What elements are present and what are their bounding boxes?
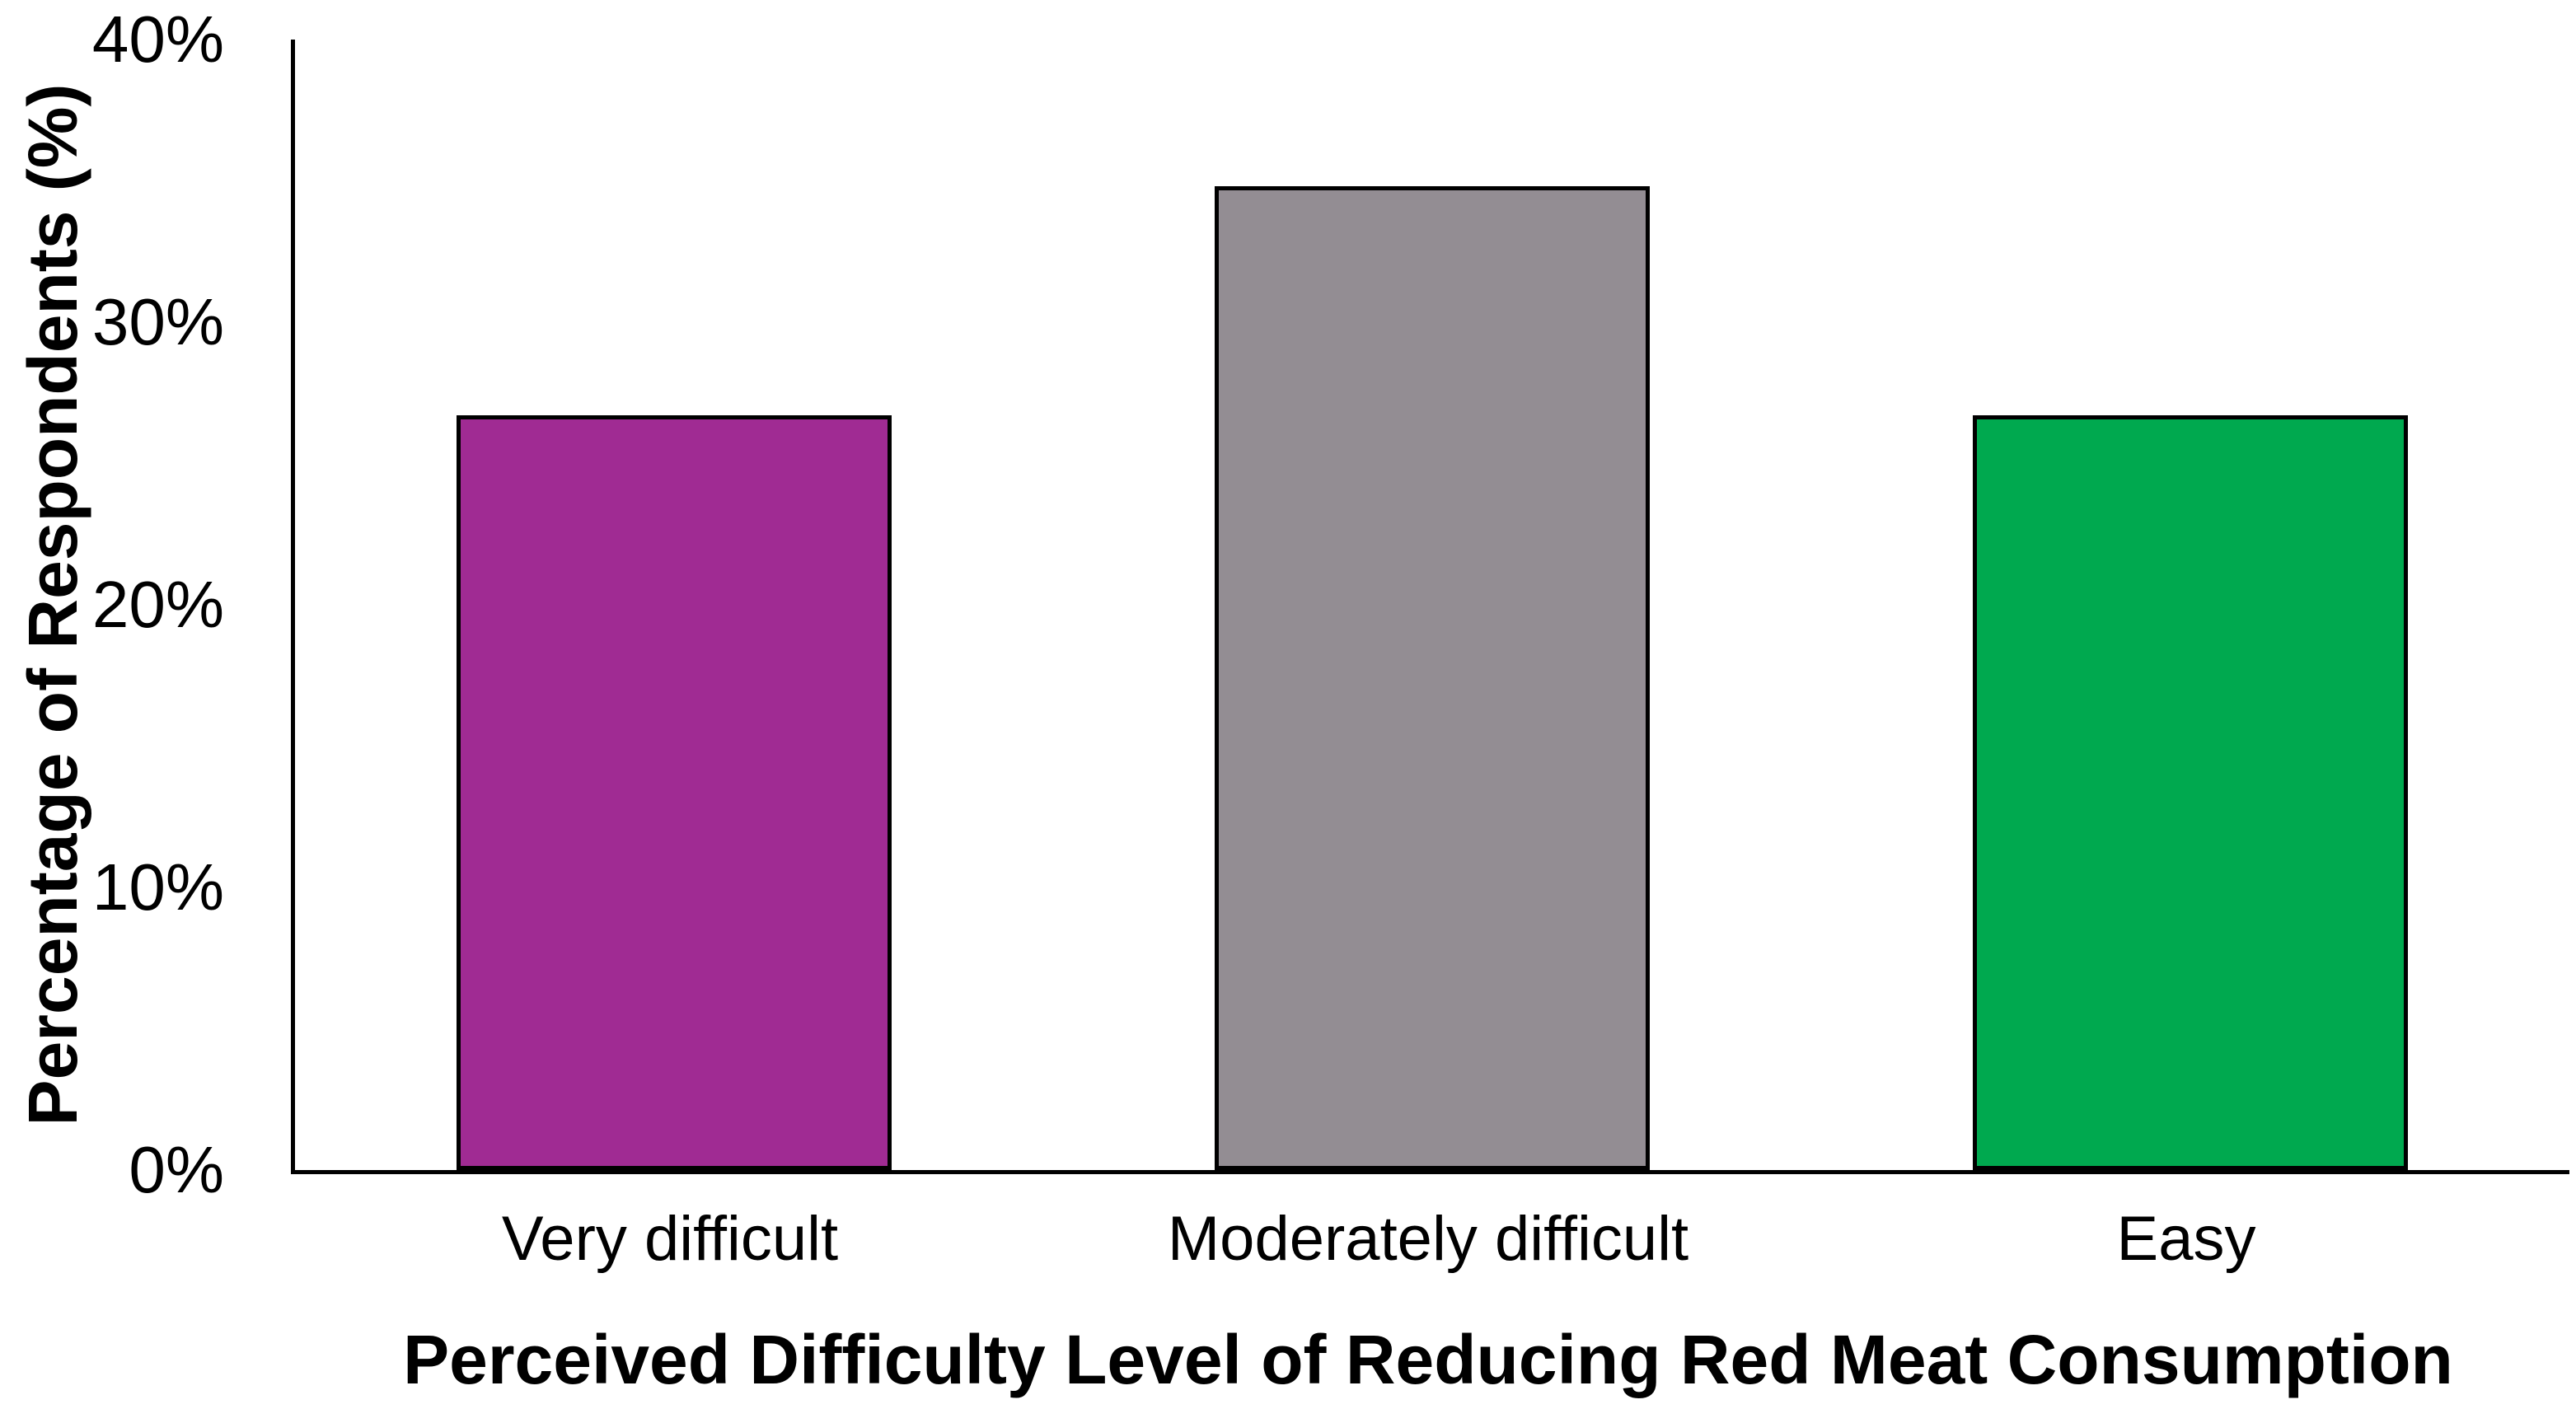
plot-area <box>291 40 2569 1174</box>
bar-slot <box>1053 40 1811 1170</box>
x-category-label: Very difficult <box>501 1204 839 1274</box>
x-axis-category-labels: Very difficult Moderately difficult Easy <box>291 1205 2565 1274</box>
y-tick-label: 30% <box>91 285 224 358</box>
bar-slot <box>1811 40 2569 1170</box>
x-category-label: Easy <box>2116 1204 2256 1274</box>
y-tick-label: 0% <box>129 1133 224 1206</box>
bar-easy <box>1972 415 2409 1170</box>
x-axis-title: Perceived Difficulty Level of Reducing R… <box>403 1321 2453 1398</box>
y-tick-label: 10% <box>91 850 224 924</box>
bar-moderately-difficult <box>1214 186 1651 1170</box>
y-axis-tick-labels: 0% 10% 20% 30% 40% <box>0 7 224 1203</box>
bar-slot <box>295 40 1053 1170</box>
y-tick-label: 40% <box>91 2 224 76</box>
bar-very-difficult <box>456 415 892 1170</box>
y-tick-label: 20% <box>91 568 224 641</box>
x-category-label: Moderately difficult <box>1167 1204 1689 1274</box>
